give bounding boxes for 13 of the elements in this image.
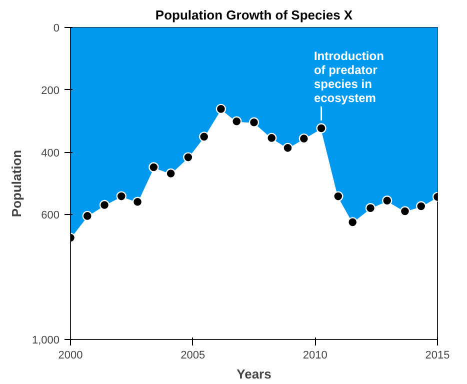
y-tick-label: 600 [41, 210, 60, 222]
x-tick-label: 2000 [58, 350, 83, 362]
y-tick-label: 1,000 [32, 334, 60, 346]
x-tick-label: 2005 [180, 350, 206, 362]
x-axis-title: Years [236, 366, 272, 382]
y-tick-label: 200 [41, 84, 60, 97]
y-tick-label: 0 [53, 22, 60, 34]
x-tick-label: 2015 [425, 350, 450, 362]
y-axis-title: Population [8, 150, 24, 218]
annotation: Introduction of predator species in ecosystem [314, 48, 384, 105]
x-tick-label: 2010 [302, 350, 328, 362]
chart-title: Population Growth of Species X [155, 8, 353, 22]
y-tick-label: 400 [41, 147, 60, 160]
